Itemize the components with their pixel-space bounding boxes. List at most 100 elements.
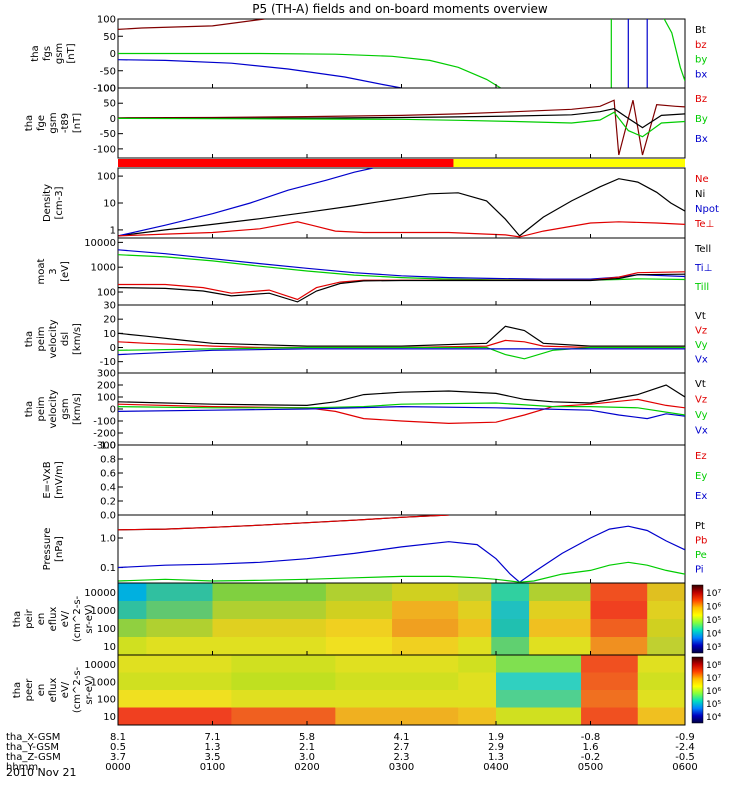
tick-label: 50 bbox=[103, 99, 116, 110]
legend-entry: Te⊥ bbox=[694, 219, 714, 230]
series-line-0 bbox=[118, 19, 265, 30]
x-axis-value: 0400 bbox=[483, 762, 508, 773]
legend-entry: Pb bbox=[695, 536, 707, 547]
y-axis-label: 3 bbox=[48, 268, 59, 274]
colorbar bbox=[691, 584, 704, 654]
panel-10: 10⁸ 10⁷ 10⁶ 10⁵ 10⁴ 10000 1000 100 10 tha peer en ef… bbox=[12, 654, 721, 726]
tick-label: -300 bbox=[93, 441, 116, 452]
tick-label: 0.2 bbox=[100, 497, 116, 508]
panel-2 bbox=[118, 159, 685, 167]
series-line-0 bbox=[118, 99, 685, 156]
colorbar-label: 10⁴ bbox=[706, 713, 721, 723]
y-axis-label: gsm bbox=[48, 112, 59, 133]
spectrogram-cell bbox=[581, 672, 639, 691]
legend-entry: Vz bbox=[695, 395, 707, 406]
spectrogram-cell bbox=[118, 672, 232, 691]
x-axis-value: 3.7 bbox=[110, 752, 126, 763]
x-axis-value: 1.3 bbox=[205, 742, 221, 753]
y-axis-label: tha bbox=[24, 115, 35, 131]
spectrogram-cell bbox=[491, 619, 530, 638]
legend-entry: Ne bbox=[695, 174, 709, 185]
x-axis-value: -0.5 bbox=[675, 752, 695, 763]
x-axis-value: 2.9 bbox=[488, 742, 504, 753]
spectrogram-cell bbox=[529, 619, 591, 638]
tick-label: 10 bbox=[103, 199, 116, 210]
spectrogram-cell bbox=[212, 619, 327, 638]
spectrogram-cell bbox=[392, 619, 459, 638]
panel-9: 10⁷ 10⁶ 10⁵ 10⁴ 10³ 10000 1000 100 10 tha peir en ef… bbox=[12, 582, 721, 656]
spectrogram-cell bbox=[212, 601, 327, 620]
spectrogram-cell bbox=[647, 637, 686, 656]
spectrogram-cell bbox=[458, 619, 492, 638]
spectrogram-cell bbox=[118, 655, 232, 673]
x-axis-value: 1.6 bbox=[583, 742, 599, 753]
series-group bbox=[118, 384, 685, 425]
spectrogram-cell bbox=[118, 690, 232, 708]
x-axis-value: 1.9 bbox=[488, 732, 504, 743]
spectrogram-cell bbox=[118, 583, 147, 602]
y-axis-label: [nPa] bbox=[54, 536, 65, 562]
tick-label: 100 bbox=[97, 84, 116, 95]
tick-label: -100 bbox=[93, 417, 116, 428]
legend-entry: Pt bbox=[695, 521, 705, 532]
legend-entry: Bx bbox=[695, 134, 708, 145]
spectrogram-cell bbox=[392, 583, 459, 602]
series-group bbox=[118, 249, 685, 303]
colorbar-label: 10³ bbox=[706, 643, 721, 653]
spectrogram-cell bbox=[458, 690, 497, 708]
tick-label: 0 bbox=[110, 114, 116, 125]
spectrogram-cell bbox=[491, 601, 530, 620]
x-axis-value: -0.9 bbox=[675, 732, 695, 743]
x-axis-value: 0300 bbox=[389, 762, 414, 773]
spectrogram-cell bbox=[496, 655, 582, 673]
x-axis-value: 2.1 bbox=[299, 742, 315, 753]
tick-label: 10 bbox=[103, 712, 116, 723]
y-axis-label: en bbox=[36, 684, 47, 697]
series-group bbox=[118, 515, 685, 583]
tick-label: -100 bbox=[93, 144, 116, 155]
x-axis-value: 0500 bbox=[578, 762, 603, 773]
colorbar-label: 10⁷ bbox=[706, 674, 721, 684]
x-axis-row-label: tha_Z-GSM bbox=[6, 752, 61, 763]
x-axis-value: 7.1 bbox=[205, 732, 221, 743]
legend-entry: Vy bbox=[695, 340, 708, 351]
y-axis-label: sr-eV) bbox=[84, 604, 95, 633]
spectrogram-cell bbox=[392, 601, 459, 620]
y-axis-label: (cm^2-s- bbox=[72, 666, 83, 713]
spectrogram-cell bbox=[335, 690, 459, 708]
series-line-2 bbox=[118, 402, 685, 416]
panel-frame bbox=[117, 87, 686, 159]
tick-label: 0 bbox=[110, 49, 116, 60]
tick-label: 1000 bbox=[91, 606, 116, 617]
tick-label: 100 bbox=[97, 15, 116, 26]
spectrogram-cell bbox=[581, 655, 639, 673]
series-group bbox=[118, 325, 685, 360]
x-axis-value: 3.0 bbox=[299, 752, 315, 763]
y-axis-label: velocity bbox=[48, 389, 59, 428]
spectrogram-cell bbox=[335, 707, 459, 726]
x-axis-row-label: hhmm bbox=[6, 762, 38, 773]
colorbar-label: 10⁵ bbox=[706, 700, 721, 710]
spectrogram-cell bbox=[392, 637, 459, 656]
series-line-0 bbox=[118, 178, 685, 237]
spectrogram-cell bbox=[496, 672, 582, 691]
spectrogram-cell bbox=[496, 690, 582, 708]
colorbar-label: 10⁸ bbox=[706, 661, 721, 671]
series-line-1 bbox=[118, 515, 449, 531]
spectrogram-cell bbox=[496, 707, 582, 726]
legend-entry: Npot bbox=[695, 204, 719, 215]
spectrogram-cell bbox=[118, 707, 232, 726]
x-axis-value: -2.4 bbox=[675, 742, 695, 753]
y-axis-label: dsl bbox=[60, 332, 71, 346]
x-axis-row-label: tha_X-GSM bbox=[6, 732, 60, 743]
panel-frame bbox=[117, 304, 686, 374]
y-axis-label: tha bbox=[12, 682, 23, 698]
legend-entry: Pi bbox=[695, 565, 704, 576]
spectrogram-cell bbox=[458, 672, 497, 691]
legend-entry: Vz bbox=[695, 326, 707, 337]
tick-label: 1000 bbox=[91, 677, 116, 688]
tick-label: 1.0 bbox=[100, 441, 116, 452]
y-axis-label: [eV] bbox=[60, 261, 71, 282]
y-axis-label: gsm bbox=[54, 43, 65, 64]
